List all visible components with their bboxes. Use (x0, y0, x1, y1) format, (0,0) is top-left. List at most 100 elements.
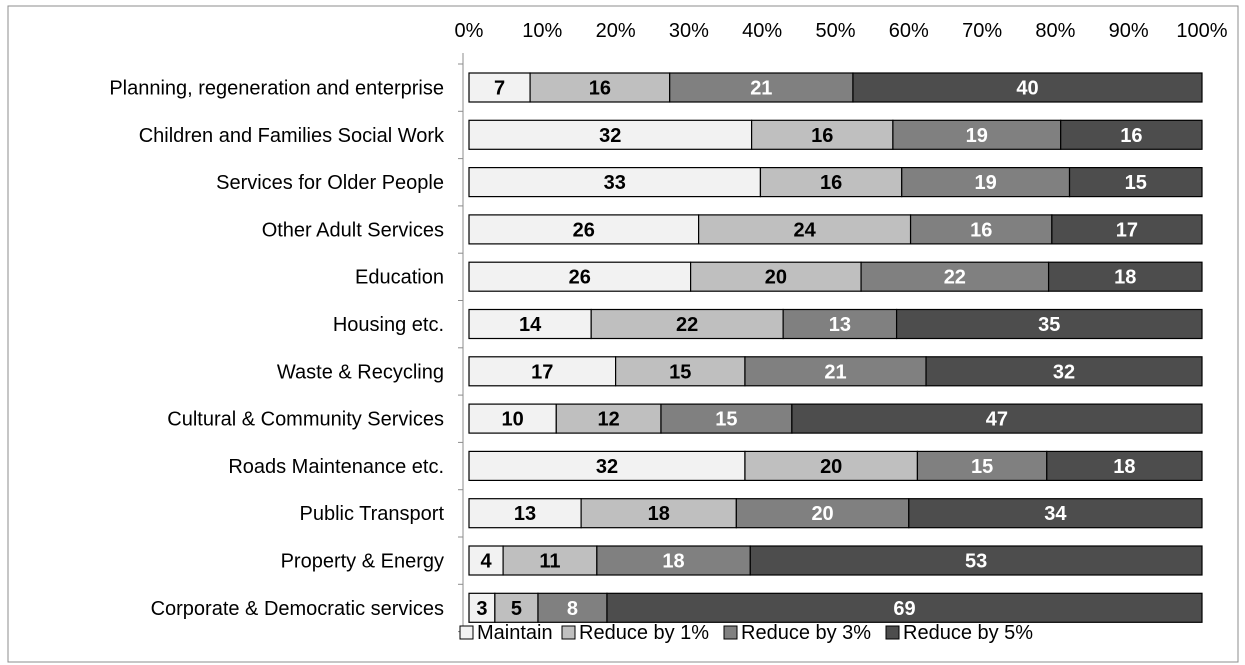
data-label: 20 (820, 456, 842, 478)
x-tick-label: 60% (889, 20, 929, 42)
data-label: 22 (944, 267, 966, 289)
legend-label: Maintain (477, 622, 553, 644)
bar-segment-maintain (468, 119, 753, 150)
x-tick-label: 30% (669, 20, 709, 42)
data-label: 18 (648, 503, 670, 525)
bar-segment-reduce-by-5 (908, 498, 1203, 529)
x-tick-label: 90% (1109, 20, 1149, 42)
data-label: 32 (1053, 361, 1075, 383)
bar-row-children-and-families-social-work: 32 16 19 16 (468, 119, 1203, 150)
x-tick-label: 50% (815, 20, 855, 42)
data-label: 15 (971, 456, 993, 478)
x-tick-label: 80% (1035, 20, 1075, 42)
data-label: 15 (715, 409, 737, 431)
data-label: 7 (494, 78, 505, 100)
bar-segment-reduce-by-1 (590, 308, 784, 340)
bar-segment-reduce-by-3 (669, 72, 854, 103)
category-label: Corporate & Democratic services (151, 598, 444, 620)
bar-segment-reduce-by-1 (494, 592, 539, 623)
bar-segment-reduce-by-5 (1046, 450, 1203, 481)
bar-row-cultural-community-services: 10 12 15 47 (468, 403, 1203, 434)
data-label: 26 (573, 219, 595, 241)
data-label: 16 (970, 219, 992, 241)
data-label: 10 (502, 409, 524, 431)
category-label: Property & Energy (281, 551, 444, 573)
category-label: Other Adult Services (262, 219, 444, 241)
bar-segment-reduce-by-5 (1068, 167, 1203, 198)
category-label: Cultural & Community Services (167, 409, 444, 431)
data-label: 16 (1120, 125, 1142, 147)
data-label: 20 (811, 503, 833, 525)
data-label: 17 (531, 361, 553, 383)
bar-segment-reduce-by-1 (690, 261, 862, 292)
bar-row-education: 26 20 22 18 (468, 261, 1203, 292)
bar-segment-maintain (468, 308, 592, 340)
data-label: 26 (569, 267, 591, 289)
bar-row-property-energy: 4 11 18 53 (468, 545, 1203, 576)
x-tick-label: 40% (742, 20, 782, 42)
data-label: 13 (829, 314, 851, 336)
bar-row-housing-etc: 14 22 13 35 (468, 308, 1203, 340)
bar-segment-reduce-by-3 (596, 545, 751, 576)
bar-segment-maintain (468, 450, 746, 481)
legend-label: Reduce by 3% (741, 622, 871, 644)
legend-item-reduce-by-5: Reduce by 5% (885, 622, 1033, 644)
bar-segment-reduce-by-5 (852, 72, 1203, 103)
category-label: Services for Older People (216, 172, 444, 194)
legend-item-reduce-by-1: Reduce by 1% (561, 622, 709, 644)
bar-segment-maintain (468, 261, 692, 292)
bar-segment-maintain (468, 214, 700, 245)
data-label: 14 (519, 314, 542, 336)
data-label: 40 (1016, 78, 1038, 100)
data-label: 3 (476, 598, 487, 620)
data-label: 20 (765, 267, 787, 289)
bar-segment-reduce-by-5 (895, 308, 1203, 340)
data-label: 32 (599, 125, 621, 147)
legend-label: Reduce by 5% (903, 622, 1033, 644)
bar-segment-reduce-by-3 (916, 450, 1048, 481)
bar-segment-reduce-by-5 (1060, 119, 1203, 150)
category-label: Roads Maintenance etc. (228, 456, 444, 478)
data-label: 32 (596, 456, 618, 478)
category-label: Planning, regeneration and enterprise (109, 78, 444, 100)
legend-swatch (885, 625, 900, 640)
bar-segment-reduce-by-1 (698, 214, 912, 245)
bar-row-roads-maintenance-etc: 32 20 15 18 (468, 450, 1203, 481)
data-label: 35 (1038, 314, 1060, 336)
legend-swatch (459, 625, 474, 640)
data-label: 15 (669, 361, 691, 383)
bar-segment-reduce-by-1 (614, 356, 746, 387)
bar-segment-reduce-by-3 (860, 261, 1050, 292)
x-tick-label: 20% (596, 20, 636, 42)
bar-row-waste-recycling: 17 15 21 32 (468, 356, 1203, 387)
x-tick-label: 100% (1176, 20, 1227, 42)
data-label: 18 (1114, 267, 1136, 289)
data-label: 34 (1044, 503, 1067, 525)
bar-row-planning-regeneration-and-enterprise: 7 16 21 40 (468, 72, 1203, 103)
bar-segment-reduce-by-1 (555, 403, 662, 434)
data-label: 16 (811, 125, 833, 147)
bar-segment-reduce-by-1 (744, 450, 919, 481)
data-label: 18 (662, 551, 684, 573)
data-label: 13 (514, 503, 536, 525)
data-label: 53 (965, 551, 987, 573)
data-label: 17 (1116, 219, 1138, 241)
y-axis: Planning, regeneration and enterprise Chi… (109, 53, 464, 635)
bar-row-corporate-democratic-services: 3 5 8 69 (468, 592, 1203, 623)
bar-segment-maintain (468, 167, 762, 198)
legend-item-reduce-by-3: Reduce by 3% (723, 622, 871, 644)
bar-segment-reduce-by-1 (759, 167, 903, 198)
legend-swatch (723, 625, 738, 640)
bar-segment-maintain (468, 498, 582, 529)
bar-segment-reduce-by-5 (925, 356, 1203, 387)
legend-swatch (561, 625, 576, 640)
bar-segment-reduce-by-3 (537, 592, 608, 623)
legend-label: Reduce by 1% (579, 622, 709, 644)
data-label: 19 (975, 172, 997, 194)
category-label: Public Transport (299, 503, 444, 525)
data-label: 11 (539, 551, 560, 573)
data-label: 24 (793, 219, 816, 241)
data-label: 8 (567, 598, 578, 620)
